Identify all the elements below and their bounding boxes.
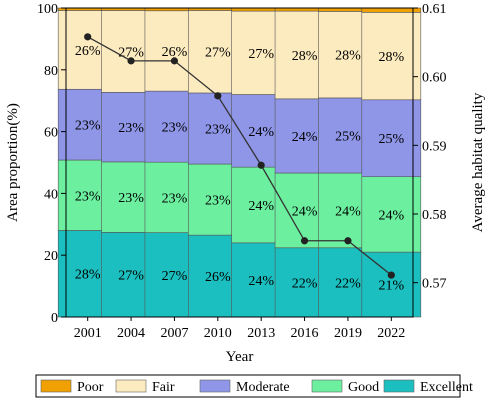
- left-tick-label: 0: [51, 311, 58, 326]
- seg-label-excellent-2001: 28%: [75, 268, 101, 283]
- legend-label-excellent: Excellent: [420, 380, 473, 395]
- legend-label-poor: Poor: [77, 380, 104, 395]
- seg-label-fair-2013: 27%: [248, 47, 274, 62]
- legend: Poor Fair Moderate Good Excellent: [35, 374, 473, 398]
- right-y-ticks: 0.57 0.58 0.59 0.60 0.61: [413, 2, 447, 292]
- bar-moderate-2022: [361, 99, 422, 178]
- x-ticks: 2001 2004 2007 2010 2013 2016 2019 2022: [74, 317, 405, 341]
- bar-fair-2022: [361, 12, 422, 101]
- seg-label-good-2016: 24%: [292, 204, 318, 219]
- seg-label-good-2004: 23%: [118, 191, 144, 206]
- seg-label-excellent-2007: 27%: [162, 269, 188, 284]
- seg-label-fair-2016: 28%: [292, 49, 318, 64]
- seg-label-moderate-2004: 23%: [118, 121, 144, 136]
- legend-label-fair: Fair: [152, 380, 175, 395]
- seg-label-moderate-2013: 24%: [248, 125, 274, 140]
- habitat-quality-point-2010: [214, 92, 222, 100]
- left-tick-label: 20: [44, 249, 58, 264]
- right-tick-label: 0.61: [422, 2, 447, 17]
- habitat-quality-point-2016: [300, 237, 309, 245]
- x-tick-label-2001: 2001: [74, 326, 102, 341]
- habitat-quality-point-2019: [344, 237, 352, 245]
- habitat-quality-point-2007: [170, 57, 179, 65]
- seg-label-excellent-2013: 24%: [248, 274, 274, 289]
- seg-label-moderate-2022: 25%: [378, 132, 404, 147]
- left-tick-label: 80: [44, 64, 58, 79]
- right-tick-label: 0.58: [422, 208, 447, 223]
- y-axis-label-right: Average habitat quality: [470, 92, 486, 232]
- seg-label-excellent-2016: 22%: [292, 276, 318, 291]
- seg-label-excellent-2010: 26%: [205, 270, 231, 285]
- left-tick-label: 100: [37, 2, 58, 17]
- seg-label-excellent-2019: 22%: [335, 276, 361, 291]
- seg-label-moderate-2016: 24%: [292, 130, 318, 145]
- y-axis-label-left: Area proportion(%): [5, 103, 21, 222]
- seg-label-good-2001: 23%: [75, 189, 101, 204]
- x-tick-label-2004: 2004: [117, 326, 145, 341]
- habitat-quality-point-2001: [84, 33, 92, 41]
- right-tick-label: 0.59: [422, 139, 447, 154]
- habitat-quality-point-2022: [387, 271, 395, 279]
- seg-label-fair-2010: 27%: [205, 46, 231, 61]
- seg-label-good-2007: 23%: [162, 191, 188, 206]
- x-tick-label-2019: 2019: [334, 326, 362, 341]
- axes-layer: [65, 7, 414, 318]
- legend-swatch-poor: [40, 379, 72, 393]
- x-tick-label-2016: 2016: [291, 326, 319, 341]
- seg-label-fair-2022: 28%: [378, 50, 404, 65]
- seg-label-moderate-2001: 23%: [75, 119, 101, 134]
- bars-layer: [57, 7, 422, 318]
- x-axis-label: Year: [226, 349, 254, 365]
- seg-label-moderate-2010: 23%: [205, 123, 231, 138]
- habitat-quality-line-layer: [84, 33, 395, 279]
- legend-swatch-excellent: [383, 379, 415, 393]
- right-tick-label: 0.57: [422, 277, 447, 292]
- legend-swatch-good: [311, 379, 343, 393]
- x-tick-label-2022: 2022: [377, 326, 405, 341]
- seg-label-moderate-2007: 23%: [162, 121, 188, 136]
- left-tick-label: 40: [44, 187, 58, 202]
- left-y-ticks: 0 20 40 60 80 100: [37, 2, 66, 326]
- bar-excellent-2022: [361, 251, 422, 318]
- seg-label-good-2013: 24%: [248, 199, 274, 214]
- bar-good-2022: [361, 176, 422, 253]
- seg-label-fair-2019: 28%: [335, 49, 361, 64]
- x-tick-label-2010: 2010: [204, 326, 232, 341]
- plot-frame: [65, 7, 414, 318]
- x-tick-label-2007: 2007: [160, 326, 188, 341]
- seg-label-good-2019: 24%: [335, 204, 361, 219]
- seg-label-moderate-2019: 25%: [335, 129, 361, 144]
- bar-poor-2022: [361, 7, 422, 13]
- habitat-quality-point-2004: [127, 57, 135, 65]
- legend-label-good: Good: [348, 380, 379, 395]
- seg-label-fair-2007: 26%: [162, 45, 188, 60]
- seg-label-excellent-2022: 21%: [378, 279, 404, 294]
- habitat-quality-line: [87, 36, 392, 276]
- seg-label-fair-2001: 26%: [75, 44, 101, 59]
- legend-swatch-fair: [115, 379, 147, 393]
- seg-label-good-2022: 24%: [378, 208, 404, 223]
- seg-label-excellent-2004: 27%: [118, 269, 144, 284]
- left-tick-label: 60: [44, 126, 58, 141]
- right-tick-label: 0.60: [422, 71, 447, 86]
- x-tick-label-2013: 2013: [247, 326, 275, 341]
- legend-swatch-moderate: [199, 379, 231, 393]
- legend-label-moderate: Moderate: [236, 380, 290, 395]
- habitat-quality-point-2013: [257, 161, 265, 169]
- seg-label-good-2010: 23%: [205, 194, 231, 209]
